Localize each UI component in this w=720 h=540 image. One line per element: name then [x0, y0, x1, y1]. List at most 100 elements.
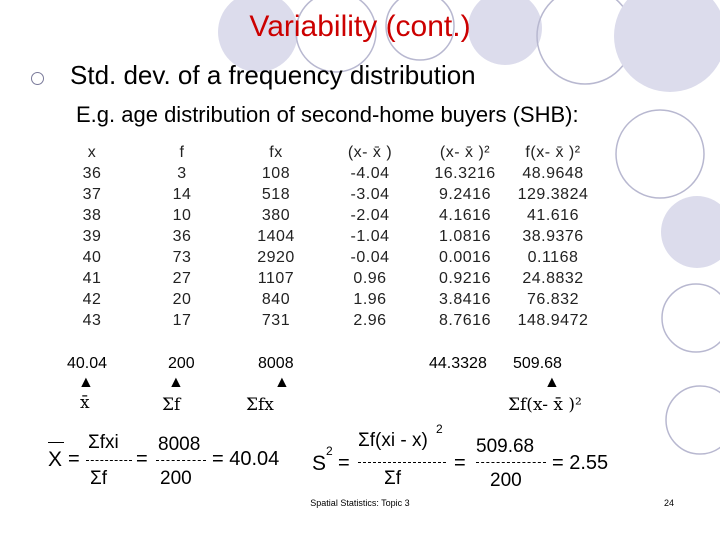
circle-decoration [661, 196, 720, 268]
table-cell: 38.9376 [522, 228, 584, 245]
table-column: x 36 37 38 39 40 41 42 43 [62, 142, 122, 331]
table-column: f(x- x̄ )² 48.9648 129.3824 41.616 38.9376 0.… [506, 142, 600, 331]
table-cell: 40 [82, 249, 102, 266]
arrow-up-icon: ▲ [274, 374, 290, 391]
table-cell: 73 [172, 249, 192, 266]
mean-result: = 40.04 [212, 448, 280, 470]
sum-f-squared-dev: 509.68 [513, 355, 562, 372]
frequency-table: x 36 37 38 39 40 41 42 43 f 3 14 10 36 73 27 20 17 fx 108 51… [62, 142, 602, 415]
header-deviation: (x- x̄ ) [347, 144, 393, 161]
table-cell: -2.04 [350, 207, 390, 224]
circle-decoration [614, 0, 720, 92]
table-cell: 36 [82, 165, 102, 182]
mean-equals: = [68, 448, 80, 470]
page-number: 24 [664, 498, 675, 508]
table-cell: 14 [172, 186, 192, 203]
arrow-up-icon: ▲ [544, 374, 560, 391]
subtitle-text: E.g. age distribution of second-home buy… [76, 102, 579, 127]
table-cell: 42 [82, 291, 102, 308]
table-cell: 1107 [257, 270, 295, 287]
sum-f: 200 [168, 355, 195, 372]
mean-denominator: Σf [90, 468, 108, 489]
variance-num-exponent: 2 [436, 422, 443, 436]
header-x: x [87, 144, 97, 161]
table-cell: 1404 [257, 228, 295, 245]
variance-equals-2: = [454, 452, 466, 474]
table-cell: 0.96 [353, 270, 387, 287]
header-f-squared-dev: f(x- x̄ )² [525, 144, 581, 161]
label-sum-f-squared-dev: Σf(x- x̄ )² [508, 395, 582, 415]
table-cell: 41 [82, 270, 102, 287]
table-cell: 1.96 [353, 291, 387, 308]
table-cell: 0.0016 [439, 249, 491, 266]
variance-equals: = [338, 452, 350, 474]
variance-den-value: 200 [490, 470, 522, 491]
table-cell: 16.3216 [434, 165, 496, 182]
sum-mean: 40.04 [67, 355, 108, 372]
table-cell: 39 [82, 228, 102, 245]
bullet-icon [31, 72, 44, 85]
table-cell: 3 [177, 165, 187, 182]
table-cell: -0.04 [350, 249, 390, 266]
variance-numerator: Σf(xi - x) [358, 430, 428, 451]
table-cell: -1.04 [350, 228, 390, 245]
table-cell: -3.04 [350, 186, 390, 203]
table-cell: 0.1168 [527, 249, 579, 266]
bullet-text: Std. dev. of a frequency distribution [70, 60, 476, 90]
table-cell: 24.8832 [522, 270, 584, 287]
mean-equals-2: = [136, 448, 148, 470]
table-cell: 108 [261, 165, 291, 182]
table-cell: 840 [261, 291, 291, 308]
header-f: f [179, 144, 185, 161]
table-cell: 148.9472 [517, 312, 589, 329]
table-cell: 8.7616 [439, 312, 491, 329]
mean-bar [48, 442, 64, 443]
mean-numerator: Σfxi [88, 432, 119, 453]
table-column: f 3 14 10 36 73 27 20 17 [152, 142, 212, 331]
arrow-up-icon: ▲ [78, 374, 94, 391]
circle-decoration [661, 283, 720, 353]
circle-decoration [295, 0, 377, 73]
table-cell: 36 [172, 228, 192, 245]
circle-decoration [385, 0, 455, 61]
variance-result: = 2.55 [552, 452, 609, 474]
label-mean: x̄ [80, 393, 90, 413]
mean-den-value: 200 [160, 468, 192, 489]
table-cell: 17 [172, 312, 192, 329]
arrow-up-icon: ▲ [168, 374, 184, 391]
table-cell: 27 [172, 270, 192, 287]
label-sum-f: Σf [162, 395, 181, 415]
sum-fx: 8008 [258, 355, 294, 372]
footer-text: Spatial Statistics: Topic 3 [310, 498, 410, 508]
table-cell: 3.8416 [439, 291, 491, 308]
variance-value-line [476, 462, 546, 464]
table-cell: 43 [82, 312, 102, 329]
table-cell: 2.96 [353, 312, 387, 329]
sum-squared-dev: 44.3328 [429, 355, 487, 372]
variance-num-value: 509.68 [476, 436, 535, 457]
table-cell: 731 [261, 312, 291, 329]
table-cell: 48.9648 [522, 165, 584, 182]
table-cell: 1.0816 [439, 228, 491, 245]
header-squared-dev: (x- x̄ )² [439, 144, 491, 161]
table-cell: 4.1616 [439, 207, 491, 224]
variance-denominator: Σf [384, 468, 402, 489]
mean-fraction-line [86, 460, 132, 462]
mean-formula: X = Σfxi Σf = 8008 200 = 40.04 [40, 428, 310, 498]
table-column: (x- x̄ ) -4.04 -3.04 -2.04 -1.04 -0.04 0.96 1.9… [330, 142, 410, 331]
table-cell: 518 [261, 186, 291, 203]
table-cell: -4.04 [350, 165, 390, 182]
table-column: fx 108 518 380 1404 2920 1107 840 731 [240, 142, 312, 331]
table-cell: 37 [82, 186, 102, 203]
table-cell: 10 [172, 207, 192, 224]
circle-decoration [218, 0, 298, 72]
circle-decoration [615, 109, 705, 199]
table-cell: 2920 [257, 249, 295, 266]
mean-symbol: X [48, 448, 63, 471]
mean-num-value: 8008 [158, 434, 201, 455]
label-sum-fx: Σfx [246, 395, 274, 415]
table-cell: 41.616 [527, 207, 579, 224]
variance-fraction-line [358, 462, 446, 464]
variance-symbol: S [312, 452, 327, 475]
